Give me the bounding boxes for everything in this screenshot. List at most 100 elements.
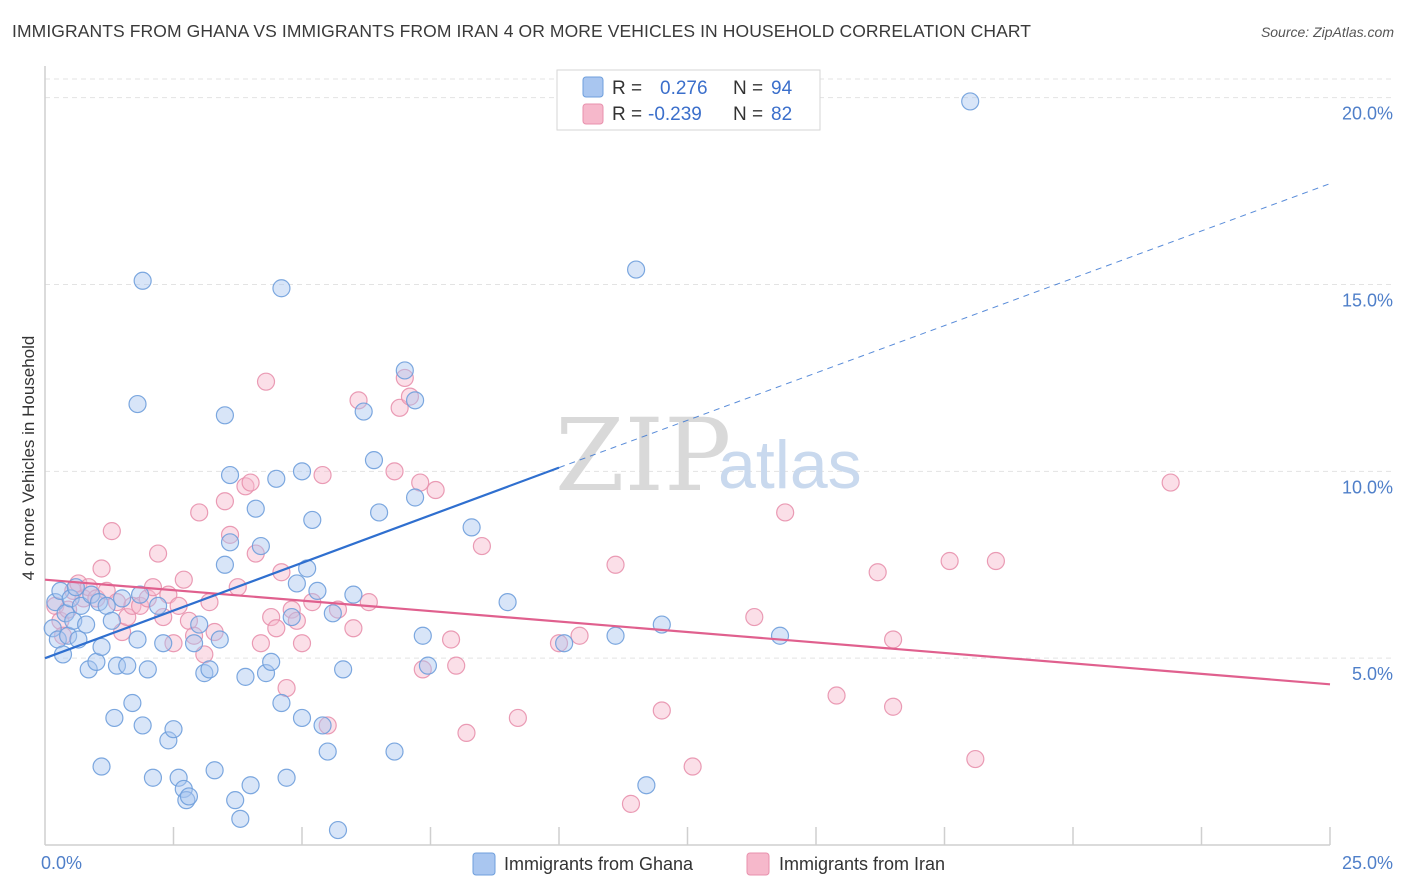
y-tick-label: 20.0% [1342,104,1393,124]
ghana-point [205,761,224,780]
ghana-point [626,260,646,279]
y-tick-label: 5.0% [1352,664,1393,684]
iran-point [441,630,461,649]
ghana-point [184,634,204,653]
ghana-point [82,585,101,604]
ghana-point [148,596,168,615]
ghana-point [292,708,312,728]
iran-point [883,697,903,716]
legend-swatch-ghana [582,76,604,98]
bottom-legend: Immigrants from Ghana Immigrants from Ir… [472,852,945,876]
iran-point [313,465,332,485]
ghana-point [220,465,240,485]
legend-r-label-ghana: R = [612,78,642,99]
y-tick-label: 10.0% [1342,477,1393,497]
ghana-point [190,615,209,634]
ghana-point [105,708,124,728]
iran-point [652,701,671,720]
bottom-legend-swatch-ghana [472,852,496,876]
ghana-point [292,462,312,481]
iran-point [359,593,378,612]
iran-trend-line [44,578,1331,686]
ghana-point [130,585,150,604]
ghana-point [112,589,132,608]
ghana-point [405,391,425,410]
ghana-point [462,518,481,537]
watermark-zip: ZIP [555,397,731,514]
ghana-point [344,585,363,604]
iran-point [621,794,641,813]
legend: R = 0.276 N = 94 R = -0.239 N = 82 [556,69,821,131]
ghana-point [51,581,70,601]
ghana-point [123,693,142,713]
iran-point [318,716,337,735]
iran-point [174,570,193,589]
iran-point [606,555,625,574]
x-tick-label: 25.0% [1342,853,1393,873]
iran-point [344,619,363,638]
ghana-point [215,555,234,574]
iran-point [966,749,985,769]
ghana-point [256,664,276,683]
ghana-point [370,503,389,522]
ghana-point [318,742,337,761]
ghana-point [323,604,342,623]
ghana-point [43,619,62,638]
legend-n-label-ghana: N = [733,78,763,99]
ghana-point [92,757,111,776]
ghana-point [272,693,291,713]
ghana-point [133,716,152,735]
ghana-trend-extension [558,183,1331,469]
iran-point [349,391,368,410]
ghana-point [282,607,301,627]
ghana-point [334,660,353,679]
ghana-point [200,660,219,679]
trend-lines [44,183,1331,686]
ghana-point [154,634,173,653]
iran-point [426,480,445,500]
ghana-point [46,593,65,612]
ghana-point [395,361,414,380]
watermark: ZIP atlas [555,397,862,514]
iran-point [447,656,466,675]
ghana-point [220,533,240,552]
iran-point [292,634,312,653]
ghana-point [77,615,96,634]
ghana-point [413,626,432,645]
ghana-point [405,488,425,507]
legend-swatch-iran [582,103,604,125]
ghana-point [637,776,656,795]
iran-point [395,368,414,388]
ghana-point [143,768,163,787]
ghana-point [287,574,306,593]
ghana-point [128,630,147,649]
bottom-legend-label-ghana: Immigrants from Ghana [504,854,694,874]
gridlines [45,78,1395,659]
ghana-point [251,536,270,556]
ghana-point [107,656,127,675]
ghana-point [164,720,183,739]
iran-point [940,551,959,571]
bottom-legend-label-iran: Immigrants from Iran [779,854,945,874]
ghana-point [236,667,255,686]
ghana-point [246,499,265,518]
iran-point [385,462,404,481]
ghana-point [303,510,322,530]
ghana-point [118,656,137,675]
watermark-atlas: atlas [718,427,862,503]
iran-point [220,525,240,544]
legend-r-value-iran: -0.239 [648,104,702,125]
ghana-point [313,716,332,735]
iran-point [282,600,301,619]
ghana-point [138,660,157,679]
y-tick-label: 15.0% [1342,291,1393,311]
iran-point [570,626,589,645]
iran-point [184,626,204,645]
iran-point [883,630,903,649]
ghana-point [92,637,111,657]
ghana-point [498,593,517,612]
iran-point [776,503,795,522]
ghana-point [71,596,91,615]
iran-point [868,563,887,582]
